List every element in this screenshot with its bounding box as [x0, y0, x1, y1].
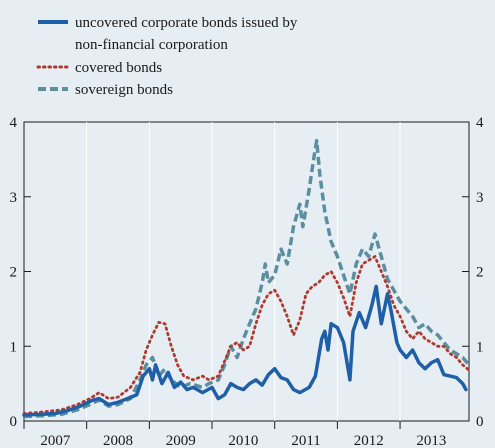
series-line-uncovered: [22, 284, 468, 417]
x-tick-label-2008: 2008: [103, 433, 133, 448]
legend-label-sovereign-bonds: sovereign bonds: [75, 82, 173, 98]
x-tick-label-2012: 2012: [354, 433, 384, 448]
legend-item-covered-bonds: covered bonds: [36, 60, 162, 76]
y-tick-label-left-1: 1: [10, 339, 18, 355]
legend-label-covered-bonds: covered bonds: [75, 60, 162, 76]
y-tick-label-right-3: 3: [476, 190, 484, 206]
series-line-sovereign: [23, 138, 471, 419]
x-tick-label-2007: 2007: [40, 433, 71, 448]
y-tick-label-left-2: 2: [10, 265, 18, 281]
axis-ticks: [23, 121, 469, 429]
y-tick-label-right-2: 2: [476, 265, 484, 281]
y-tick-label-left-3: 3: [10, 190, 18, 206]
legend-label-line-1: uncovered corporate bonds issued by: [75, 15, 298, 31]
legend-label-uncovered-corporate: uncovered corporate bonds issued by non-…: [75, 15, 301, 53]
legend-item-sovereign-bonds: sovereign bonds: [38, 82, 173, 98]
legend: uncovered corporate bonds issued by non-…: [36, 15, 301, 98]
y-tick-label-right-1: 1: [476, 339, 484, 355]
legend-label-line-2: non-financial corporation: [75, 37, 228, 53]
y-tick-label-left-4: 4: [10, 115, 18, 131]
series-line-covered: [22, 255, 471, 415]
x-tick-label-2011: 2011: [291, 433, 320, 448]
tick-labels: 2007 2008 2009 2010 2011 2012 2013 0 0 1 1 2 2 3 3 4 4: [10, 115, 485, 448]
y-tick-label-right-0: 0: [476, 414, 484, 430]
y-tick-label-right-4: 4: [476, 115, 484, 131]
x-tick-label-2009: 2009: [166, 433, 196, 448]
x-tick-label-2010: 2010: [228, 433, 258, 448]
series-lines: [22, 138, 471, 419]
y-tick-label-left-0: 0: [10, 414, 18, 430]
legend-item-uncovered-corporate: uncovered corporate bonds issued by non-…: [38, 15, 301, 53]
x-tick-label-2013: 2013: [416, 433, 446, 448]
plot-area: [23, 121, 470, 422]
